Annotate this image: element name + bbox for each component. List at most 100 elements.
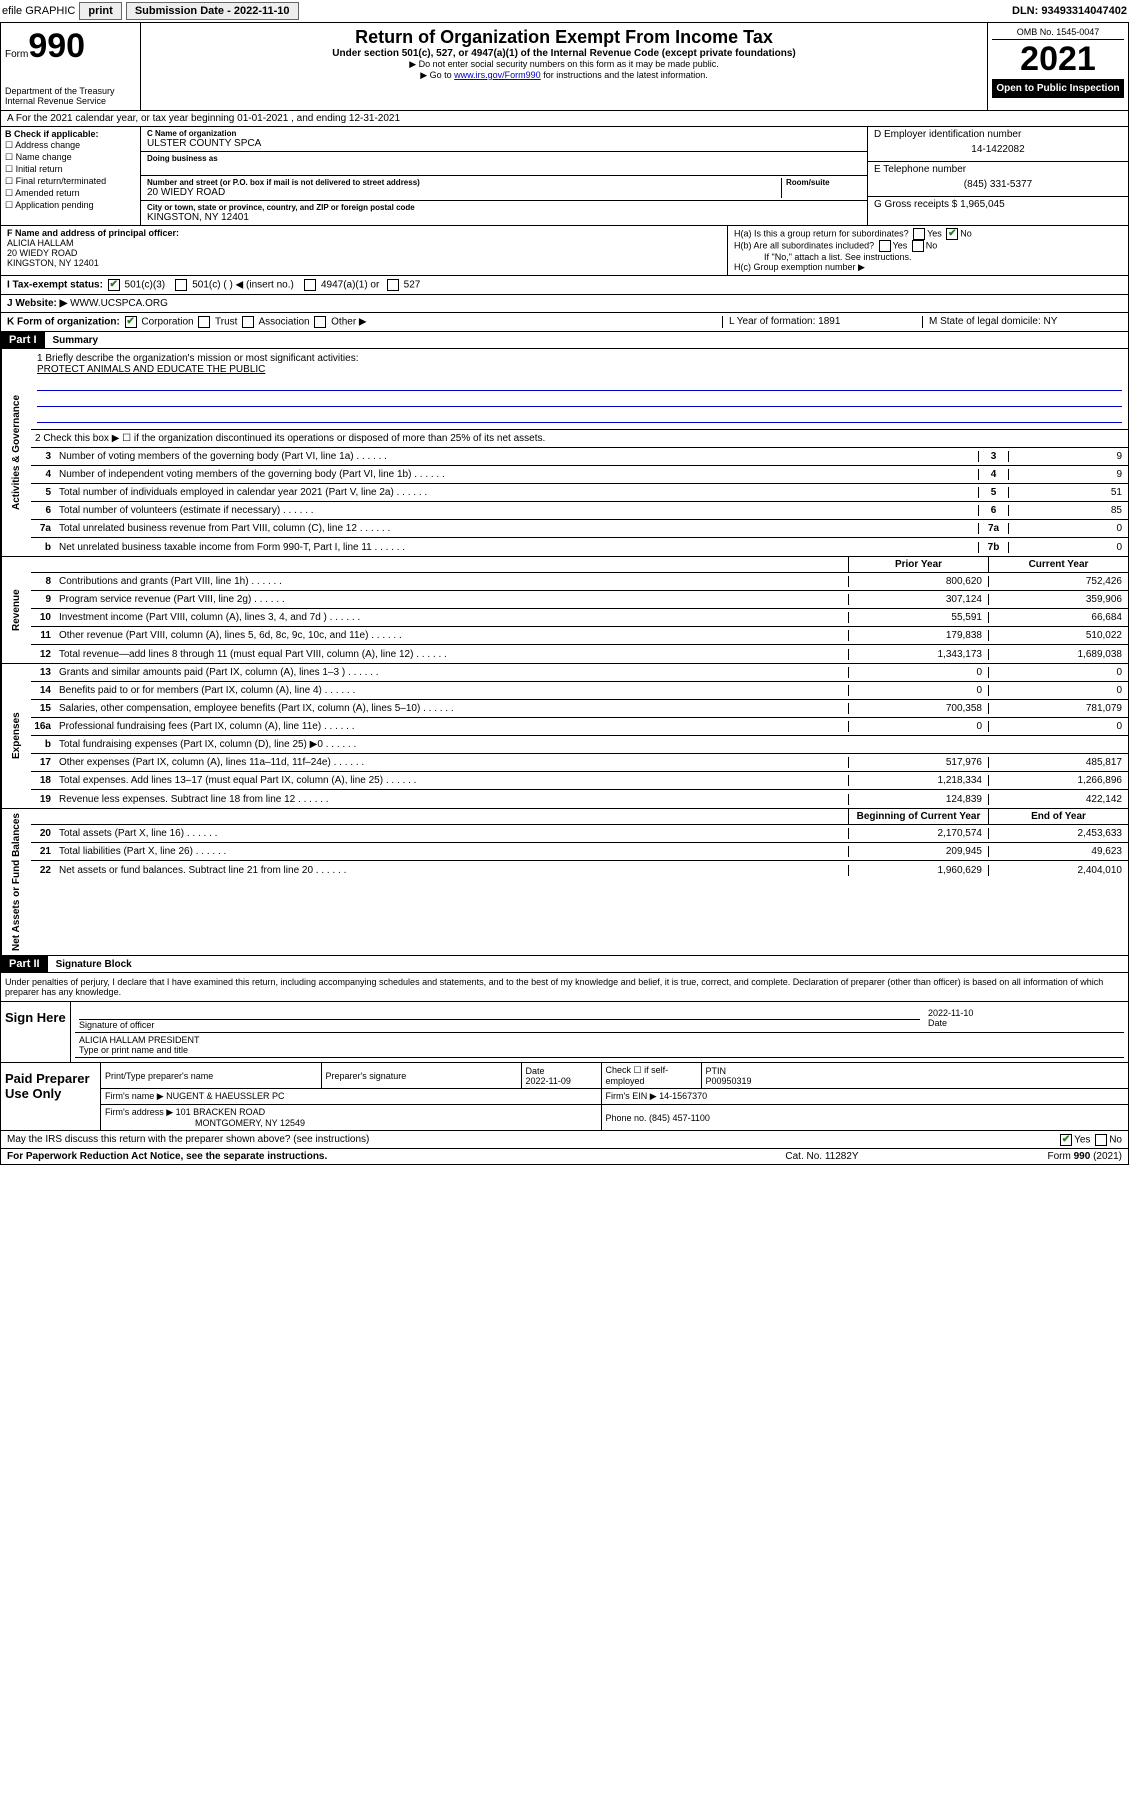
top-action-row: efile GRAPHIC print Submission Date - 20… xyxy=(0,0,1129,22)
firm-addr1: 101 BRACKEN ROAD xyxy=(176,1107,266,1117)
firm-addr-label: Firm's address ▶ xyxy=(105,1107,176,1117)
summary-line: 22Net assets or fund balances. Subtract … xyxy=(31,861,1128,879)
cb-initial-return[interactable]: ☐ Initial return xyxy=(5,164,136,175)
row-j-website: J Website: ▶ WWW.UCSPCA.ORG xyxy=(0,295,1129,313)
tel-value: (845) 331-5377 xyxy=(874,175,1122,194)
summary-line: 17Other expenses (Part IX, column (A), l… xyxy=(31,754,1128,772)
prep-name-header: Print/Type preparer's name xyxy=(101,1063,321,1089)
officer-name: ALICIA HALLAM xyxy=(7,238,721,248)
row-i-tax-status: I Tax-exempt status: 501(c)(3) 501(c) ( … xyxy=(0,276,1129,295)
hb-yes[interactable] xyxy=(879,240,891,252)
net-col-headers: Beginning of Current Year End of Year xyxy=(31,809,1128,825)
irs-label: Internal Revenue Service xyxy=(5,96,136,106)
subtitle-3: ▶ Go to www.irs.gov/Form990 for instruct… xyxy=(145,70,983,81)
column-b-checkboxes: B Check if applicable: ☐ Address change … xyxy=(1,127,141,225)
dba-label: Doing business as xyxy=(147,154,861,163)
cb-corporation[interactable] xyxy=(125,316,137,328)
submission-date-button[interactable]: Submission Date - 2022-11-10 xyxy=(126,2,299,20)
summary-line: 15Salaries, other compensation, employee… xyxy=(31,700,1128,718)
addr-label: Number and street (or P.O. box if mail i… xyxy=(147,178,781,187)
net-assets-section: Net Assets or Fund Balances Beginning of… xyxy=(0,809,1129,956)
print-button[interactable]: print xyxy=(79,2,121,20)
hb-no[interactable] xyxy=(912,240,924,252)
form-number: 990 xyxy=(28,27,85,65)
column-c-org-info: C Name of organization ULSTER COUNTY SPC… xyxy=(141,127,868,225)
vtab-expenses: Expenses xyxy=(1,664,31,808)
cb-trust[interactable] xyxy=(198,316,210,328)
main-title: Return of Organization Exempt From Incom… xyxy=(145,27,983,48)
cb-association[interactable] xyxy=(242,316,254,328)
ptin-label: PTIN xyxy=(706,1066,727,1076)
form-header: Form990 Department of the Treasury Inter… xyxy=(0,22,1129,111)
main-info-grid: B Check if applicable: ☐ Address change … xyxy=(0,127,1129,226)
begin-year-header: Beginning of Current Year xyxy=(848,809,988,824)
cb-4947[interactable] xyxy=(304,279,316,291)
discuss-yes[interactable] xyxy=(1060,1134,1072,1146)
part1-header-row: Part I Summary xyxy=(0,332,1129,349)
row-k-form-org: K Form of organization: Corporation Trus… xyxy=(0,313,1129,332)
sign-here-label: Sign Here xyxy=(1,1002,71,1062)
ein-label: D Employer identification number xyxy=(874,129,1122,140)
officer-name-title: ALICIA HALLAM PRESIDENT xyxy=(79,1035,1120,1045)
summary-line: 19Revenue less expenses. Subtract line 1… xyxy=(31,790,1128,808)
governance-section: Activities & Governance 1 Briefly descri… xyxy=(0,349,1129,557)
sign-here-block: Sign Here Signature of officer 2022-11-1… xyxy=(0,1002,1129,1063)
dept-label: Department of the Treasury xyxy=(5,86,136,96)
row-a-tax-year: A For the 2021 calendar year, or tax yea… xyxy=(0,111,1129,127)
summary-line: 13Grants and similar amounts paid (Part … xyxy=(31,664,1128,682)
cb-final-return[interactable]: ☐ Final return/terminated xyxy=(5,176,136,187)
summary-line: 20Total assets (Part X, line 16)2,170,57… xyxy=(31,825,1128,843)
discuss-no[interactable] xyxy=(1095,1134,1107,1146)
paid-preparer-label: Paid Preparer Use Only xyxy=(1,1063,101,1130)
sig-date-label: Date xyxy=(928,1018,1120,1028)
prior-year-header: Prior Year xyxy=(848,557,988,572)
column-right-info: D Employer identification number 14-1422… xyxy=(868,127,1128,225)
discuss-text: May the IRS discuss this return with the… xyxy=(7,1134,369,1145)
summary-line: bTotal fundraising expenses (Part IX, co… xyxy=(31,736,1128,754)
form-id-block: Form990 Department of the Treasury Inter… xyxy=(1,23,141,110)
vtab-governance: Activities & Governance xyxy=(1,349,31,556)
summary-line: 8Contributions and grants (Part VIII, li… xyxy=(31,573,1128,591)
prep-date-header: Date xyxy=(526,1066,545,1076)
summary-line: 11Other revenue (Part VIII, column (A), … xyxy=(31,627,1128,645)
ha-yes[interactable] xyxy=(913,228,925,240)
line2-text: 2 Check this box ▶ ☐ if the organization… xyxy=(31,431,1128,446)
org-city: KINGSTON, NY 12401 xyxy=(147,212,861,223)
cb-other[interactable] xyxy=(314,316,326,328)
cb-address-change[interactable]: ☐ Address change xyxy=(5,140,136,151)
efile-label: efile GRAPHIC xyxy=(2,5,75,17)
row-f-officer: F Name and address of principal officer:… xyxy=(0,226,1129,276)
rev-col-headers: Prior Year Current Year xyxy=(31,557,1128,573)
form-org-label: K Form of organization: xyxy=(7,317,120,328)
penalties-text: Under penalties of perjury, I declare th… xyxy=(0,973,1129,1002)
tel-label: E Telephone number xyxy=(874,164,1122,175)
summary-line: 9Program service revenue (Part VIII, lin… xyxy=(31,591,1128,609)
summary-line: 4Number of independent voting members of… xyxy=(31,466,1128,484)
form990-link[interactable]: www.irs.gov/Form990 xyxy=(454,70,541,80)
form-label: Form xyxy=(5,49,28,60)
hb-note: If "No," attach a list. See instructions… xyxy=(734,252,1122,262)
website-value: WWW.UCSPCA.ORG xyxy=(70,298,168,309)
tax-status-label: I Tax-exempt status: xyxy=(7,280,103,291)
goto-post: for instructions and the latest informat… xyxy=(541,70,708,80)
summary-line: 21Total liabilities (Part X, line 26)209… xyxy=(31,843,1128,861)
sig-officer-label: Signature of officer xyxy=(79,1020,920,1030)
cb-application-pending[interactable]: ☐ Application pending xyxy=(5,200,136,211)
cb-501c3[interactable] xyxy=(108,279,120,291)
cb-527[interactable] xyxy=(387,279,399,291)
summary-line: 7aTotal unrelated business revenue from … xyxy=(31,520,1128,538)
ha-no[interactable] xyxy=(946,228,958,240)
preparer-table: Print/Type preparer's name Preparer's si… xyxy=(101,1063,1128,1130)
vtab-net-assets: Net Assets or Fund Balances xyxy=(1,809,31,955)
footer-row: For Paperwork Reduction Act Notice, see … xyxy=(0,1149,1129,1165)
cat-no: Cat. No. 11282Y xyxy=(722,1151,922,1162)
ha-question: H(a) Is this a group return for subordin… xyxy=(734,228,1122,240)
summary-line: 14Benefits paid to or for members (Part … xyxy=(31,682,1128,700)
cb-name-change[interactable]: ☐ Name change xyxy=(5,152,136,163)
ptin-value: P00950319 xyxy=(706,1076,752,1086)
summary-line: 10Investment income (Part VIII, column (… xyxy=(31,609,1128,627)
firm-phone: (845) 457-1100 xyxy=(649,1113,710,1123)
part2-header-row: Part II Signature Block xyxy=(0,956,1129,973)
cb-amended-return[interactable]: ☐ Amended return xyxy=(5,188,136,199)
cb-501c[interactable] xyxy=(175,279,187,291)
